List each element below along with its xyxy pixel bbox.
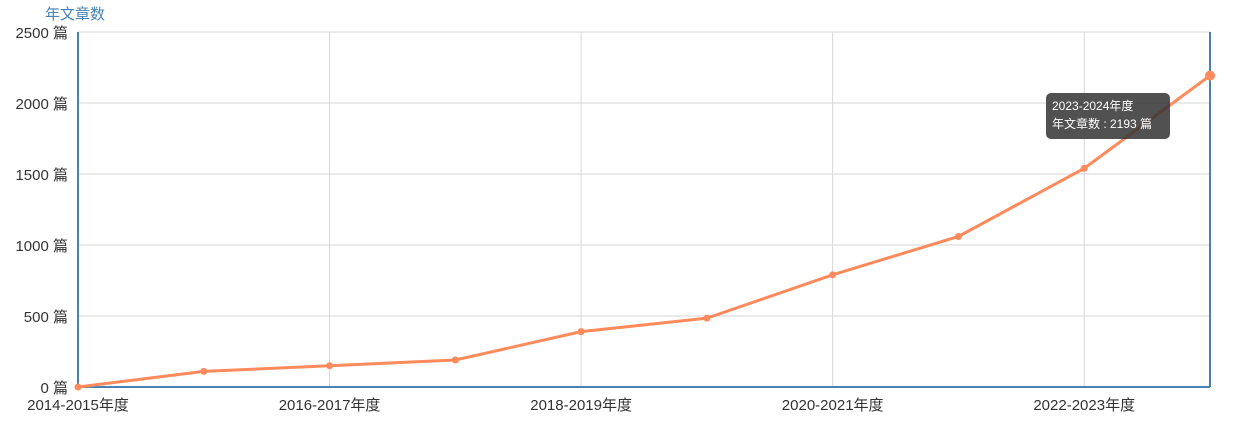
point xyxy=(200,367,208,375)
point xyxy=(954,232,962,240)
y-tick-label: 1500 篇 xyxy=(15,166,68,184)
y-tick-label: 2500 篇 xyxy=(15,24,68,42)
tooltip-title: 2023-2024年度 xyxy=(1052,98,1133,113)
line xyxy=(77,74,1211,389)
y-tick-label: 2000 篇 xyxy=(15,95,68,113)
tooltip-text: 年文章数 : 2193 篇 xyxy=(1052,116,1152,131)
point xyxy=(451,356,459,364)
x-tick-label: 2020-2021年度 xyxy=(782,397,884,414)
y-tick-label: 1000 篇 xyxy=(15,237,68,255)
x-tick-label: 2016-2017年度 xyxy=(279,397,381,414)
tooltip-box xyxy=(1046,93,1170,139)
y-axis-title: 年文章数 xyxy=(45,5,105,23)
x-tick-label: 2014-2015年度 xyxy=(27,397,129,414)
point xyxy=(326,362,334,370)
x-tick-label: 2022-2023年度 xyxy=(1033,397,1135,414)
x-tick-label: 2018-2019年度 xyxy=(530,397,632,414)
point xyxy=(577,328,585,336)
point xyxy=(829,271,837,279)
point xyxy=(703,314,711,322)
y-tick-label: 500 篇 xyxy=(24,308,68,326)
point xyxy=(74,383,82,391)
y-tick-label: 0 篇 xyxy=(40,379,68,397)
point xyxy=(1080,164,1088,172)
point xyxy=(1205,70,1215,81)
